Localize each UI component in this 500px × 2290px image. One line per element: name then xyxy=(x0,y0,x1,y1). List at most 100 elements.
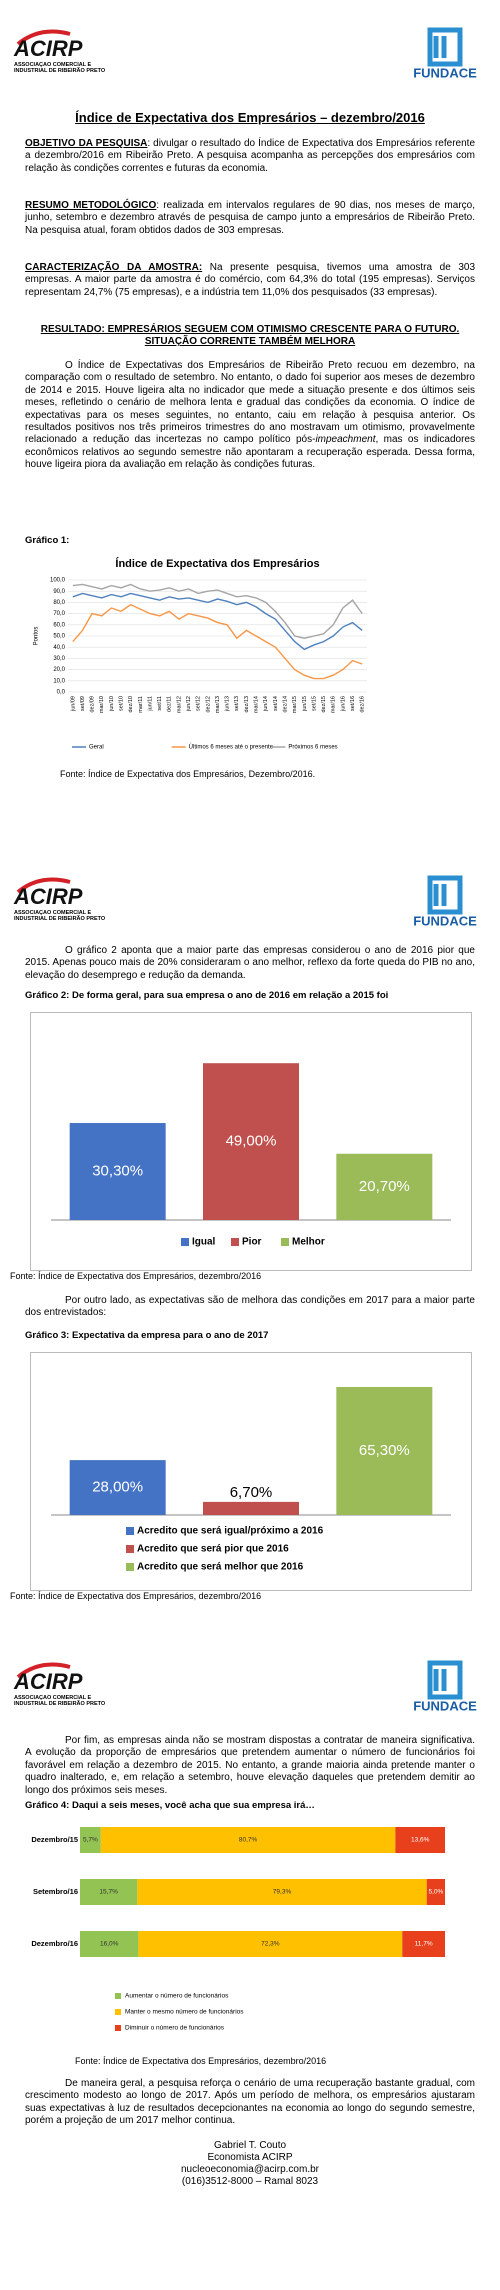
y-tick-label: Dezembro/16 xyxy=(31,1939,78,1948)
y-tick-label: 70,0 xyxy=(53,611,65,617)
x-tick-label: mar/13 xyxy=(215,696,221,713)
x-tick-label: jun/16 xyxy=(340,696,346,712)
source: Fonte: Índice de Expectativa dos Empresá… xyxy=(10,1591,262,1601)
x-tick-label: set/12 xyxy=(196,696,202,711)
signature: Gabriel T. Couto Economista ACIRP nucleo… xyxy=(25,2140,475,2188)
source: Fonte: Índice de Expectativa dos Empresá… xyxy=(75,2056,327,2066)
x-tick-label: dez/11 xyxy=(167,696,173,712)
legend-label: Próximos 6 meses xyxy=(288,745,337,751)
page-header: ACIRP ASSOCIAÇÃO COMERCIAL E INDUSTRIAL … xyxy=(13,27,477,80)
y-tick-label: 40,0 xyxy=(53,645,65,651)
paragraph: O Índice de Expectativas dos Empresários… xyxy=(25,360,475,472)
legend-swatch xyxy=(231,1238,239,1246)
legend-label: Últimos 6 meses até o presente xyxy=(189,744,274,751)
source: Fonte: Índice de Expectativa dos Empresá… xyxy=(10,1271,262,1281)
x-tick-label: mar/12 xyxy=(176,696,182,713)
paragraph: RESUMO METODOLÓGICO: realizada em interv… xyxy=(25,200,475,237)
bar-segment xyxy=(395,1827,445,1853)
y-tick-label: Setembro/16 xyxy=(33,1887,78,1896)
data-label: 6,70% xyxy=(230,1484,273,1501)
data-label: 20,70% xyxy=(359,1178,410,1195)
data-label: 30,30% xyxy=(92,1162,143,1179)
bar-segment xyxy=(138,1931,403,1957)
legend-label: Acredito que será pior que 2016 xyxy=(137,1544,289,1555)
bar xyxy=(203,1501,299,1515)
signature-line: (016)3512-8000 – Ramal 8023 xyxy=(181,2176,319,2187)
caption: Gráfico 2: De forma geral, para sua empr… xyxy=(25,990,389,1001)
line-series xyxy=(72,583,363,639)
bar xyxy=(69,1460,166,1515)
logo-subtitle: ASSOCIAÇÃO COMERCIAL E INDUSTRIAL DE RIB… xyxy=(14,1695,106,1707)
chart: Dezembro/15 5,7% 80,7% 13,6% Setembro/16 15,7… xyxy=(31,1827,445,2032)
x-tick-label: mar/11 xyxy=(138,696,144,713)
legend-swatch xyxy=(181,1238,189,1246)
logo-acirp: ACIRP xyxy=(13,36,83,61)
data-label: 16,0% xyxy=(100,1941,119,1948)
paragraph: O gráfico 2 aponta que a maior parte das… xyxy=(25,945,475,981)
y-tick-label: 50,0 xyxy=(53,634,65,640)
logo-fundace: FUNDACE xyxy=(413,1698,477,1713)
legend-swatch xyxy=(115,2025,121,2031)
x-tick-label: set/15 xyxy=(311,696,317,711)
legend-label: Geral xyxy=(89,745,104,751)
lead: CARACTERIZAÇÃO DA AMOSTRA: xyxy=(25,262,203,273)
legend-swatch xyxy=(126,1527,134,1535)
data-label: 80,7% xyxy=(239,1837,258,1844)
legend-label: Acredito que será igual/próximo a 2016 xyxy=(137,1526,324,1537)
source: Fonte: Índice de Expectativa dos Empresá… xyxy=(60,769,316,779)
legend-swatch xyxy=(281,1238,289,1246)
x-tick-label: mar/16 xyxy=(331,696,337,713)
logo-fundace: FUNDACE xyxy=(413,913,477,928)
x-tick-label: dez/12 xyxy=(205,696,211,713)
x-tick-label: jun/11 xyxy=(147,696,153,712)
x-tick-label: set/13 xyxy=(234,696,240,711)
signature-line: Economista ACIRP xyxy=(207,2152,293,2163)
doc-title: Índice de Expectativa dos Empresários – … xyxy=(75,110,425,125)
legend-swatch xyxy=(115,2009,121,2015)
logo-acirp: ACIRP xyxy=(13,1669,83,1694)
logo-subtitle: ASSOCIAÇÃO COMERCIAL E INDUSTRIAL DE RIB… xyxy=(14,62,106,74)
data-label: 49,00% xyxy=(226,1133,277,1150)
y-tick-label: 20,0 xyxy=(53,667,65,673)
logo-fundace: FUNDACE xyxy=(413,65,477,80)
lead: RESUMO METODOLÓGICO xyxy=(25,200,157,211)
caption: Gráfico 4: Daqui a seis meses, você acha… xyxy=(25,1800,315,1811)
page-header: ACIRP ASSOCIAÇÃO COMERCIAL E INDUSTRIAL … xyxy=(13,1660,477,1713)
lead: OBJETIVO DA PESQUISA xyxy=(25,138,148,149)
data-label: 79,3% xyxy=(273,1889,292,1896)
logo-subtitle: ASSOCIAÇÃO COMERCIAL E INDUSTRIAL DE RIB… xyxy=(14,910,106,922)
chart: 28,00% 6,70% 65,30% Acredito que será igual… xyxy=(51,1387,451,1573)
bar-segment xyxy=(402,1931,445,1957)
line-series xyxy=(72,603,363,680)
x-tick-label: jun/10 xyxy=(109,696,115,712)
signature-line: nucleoeconomia@acirp.com.br xyxy=(181,2164,319,2175)
y-axis-label: Pontos xyxy=(34,627,40,646)
x-tick-label: mar/10 xyxy=(99,696,105,713)
data-label: 65,30% xyxy=(359,1442,410,1459)
x-tick-label: jun/14 xyxy=(263,696,269,712)
page-header: ACIRP ASSOCIAÇÃO COMERCIAL E INDUSTRIAL … xyxy=(13,875,477,928)
paragraph: Por outro lado, as expectativas são de m… xyxy=(25,1295,475,1319)
data-label: 72,3% xyxy=(261,1941,280,1948)
data-label: 5,7% xyxy=(83,1837,98,1844)
chart: 30,30% 49,00% 20,70% Igual Pior Melhor xyxy=(51,1063,451,1248)
y-tick-label: 100,0 xyxy=(50,578,66,584)
x-tick-label: mar/15 xyxy=(292,696,298,713)
y-tick-label: 30,0 xyxy=(53,656,65,662)
bar xyxy=(336,1153,433,1220)
x-tick-label: dez/16 xyxy=(360,696,366,713)
x-tick-label: dez/09 xyxy=(90,696,96,713)
data-label: 5,0% xyxy=(428,1889,443,1896)
legend-swatch xyxy=(126,1545,134,1553)
x-tick-label: set/10 xyxy=(119,696,125,711)
logo-acirp: ACIRP xyxy=(13,884,83,909)
bar-segment xyxy=(80,1931,139,1957)
x-tick-label: jun/09 xyxy=(70,696,76,712)
legend-label: Melhor xyxy=(292,1237,325,1248)
text: impeachment xyxy=(315,434,376,446)
text: : divulgar o resultado do Índice de Expe… xyxy=(25,138,476,174)
legend-label: Acredito que será melhor que 2016 xyxy=(137,1562,304,1573)
x-tick-label: dez/15 xyxy=(321,696,327,713)
legend-label: Pior xyxy=(242,1237,262,1248)
y-tick-label: 90,0 xyxy=(53,589,65,595)
